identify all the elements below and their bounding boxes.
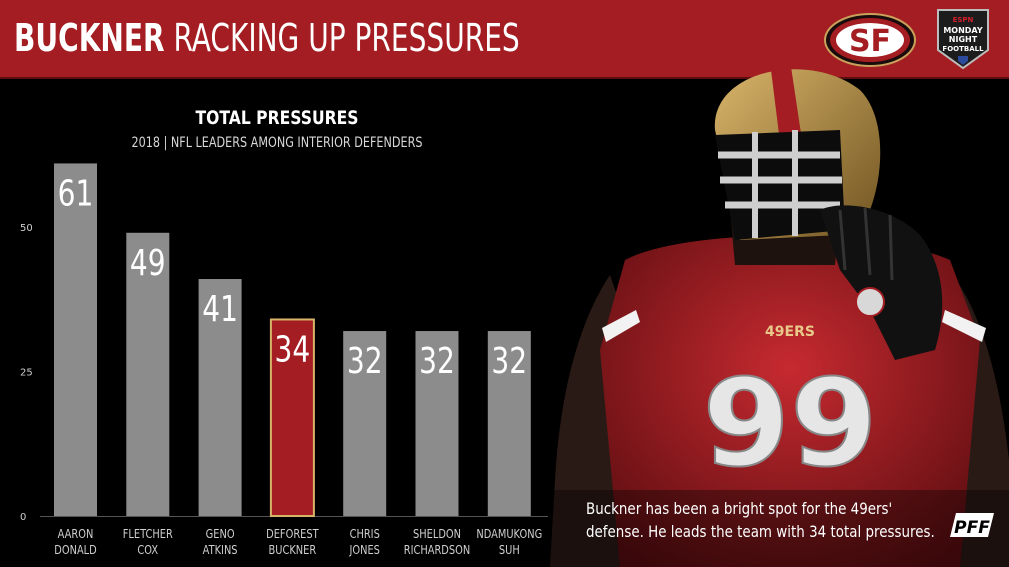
- bar: [487, 331, 531, 516]
- x-tick-label: BUCKNER: [269, 543, 317, 557]
- bar: [198, 279, 242, 516]
- pressures-chart: TOTAL PRESSURES 2018 | NFL LEADERS AMONG…: [0, 79, 560, 567]
- x-tick-label: GENO: [206, 527, 235, 541]
- pff-logo-text: PFF: [954, 518, 990, 538]
- bar-value-label: 49: [130, 241, 166, 283]
- y-tick-label: 25: [20, 368, 33, 379]
- x-tick-label: AARON: [58, 527, 94, 541]
- bar: [126, 232, 170, 516]
- x-tick-label: NDAMUKONG: [476, 527, 542, 541]
- y-tick-label: 50: [20, 223, 33, 234]
- y-tick-label: 0: [20, 512, 26, 523]
- mnf-logo-line2: NIGHT: [949, 35, 978, 44]
- x-tick-label: RICHARDSON: [404, 543, 470, 557]
- x-tick-label: SUH: [499, 543, 520, 557]
- title-rest-part: RACKING UP PRESSURES: [164, 16, 520, 60]
- x-tick-label: COX: [137, 543, 158, 557]
- player-photo: 49ERS 99: [540, 60, 1009, 567]
- title-bold-part: BUCKNER: [14, 16, 165, 60]
- bar-value-label: 32: [347, 340, 383, 382]
- bar-chart-svg: 0 25 50 61 AARON DONALD 49 FLETCHER COX 41 GENO ATK…: [20, 163, 548, 557]
- monday-night-football-logo: ESPN MONDAY NIGHT FOOTBALL: [937, 9, 989, 70]
- x-tick-label: ATKINS: [203, 543, 238, 557]
- x-tick-label: DONALD: [54, 543, 96, 557]
- x-tick-label: SHELDON: [413, 527, 461, 541]
- mnf-logo-line1: MONDAY: [943, 26, 983, 35]
- pff-logo: PFF: [950, 513, 994, 538]
- bar-value-label: 32: [491, 340, 527, 382]
- caption: Buckner has been a bright spot for the 4…: [586, 497, 935, 543]
- mnf-logo-espn: ESPN: [953, 16, 974, 24]
- 49ers-logo-text: SF: [849, 24, 891, 59]
- page-title: BUCKNER RACKING UP PRESSURES: [14, 12, 520, 64]
- bar: [415, 331, 459, 516]
- bar: [343, 331, 387, 516]
- mnf-logo-line3: FOOTBALL: [942, 45, 984, 53]
- caption-line-1: Buckner has been a bright spot for the 4…: [586, 499, 893, 518]
- x-tick-label: JONES: [349, 543, 380, 557]
- 49ers-logo: SF: [824, 13, 916, 67]
- bar: [269, 318, 315, 517]
- bar-value-label: 41: [202, 288, 238, 330]
- jersey-wordmark: 49ERS: [765, 324, 815, 340]
- caption-line-2: defense. He leads the team with 34 total…: [586, 522, 935, 541]
- jersey-number: 99: [702, 355, 877, 494]
- bar-value-label: 32: [419, 340, 455, 382]
- x-tick-label: FLETCHER: [123, 527, 173, 541]
- bar: [54, 163, 97, 517]
- player-glove: [820, 205, 943, 360]
- bar-value-label: 34: [275, 328, 311, 370]
- x-tick-label: DEFOREST: [266, 527, 319, 541]
- chart-title: TOTAL PRESSURES: [195, 107, 359, 129]
- bar-value-label: 61: [58, 172, 94, 214]
- header-banner: BUCKNER RACKING UP PRESSURES SF ESPN MON…: [0, 0, 1009, 79]
- chart-subtitle: 2018 | NFL LEADERS AMONG INTERIOR DEFEND…: [131, 135, 423, 151]
- jersey-patch: [855, 287, 885, 317]
- x-tick-label: CHRIS: [350, 527, 380, 541]
